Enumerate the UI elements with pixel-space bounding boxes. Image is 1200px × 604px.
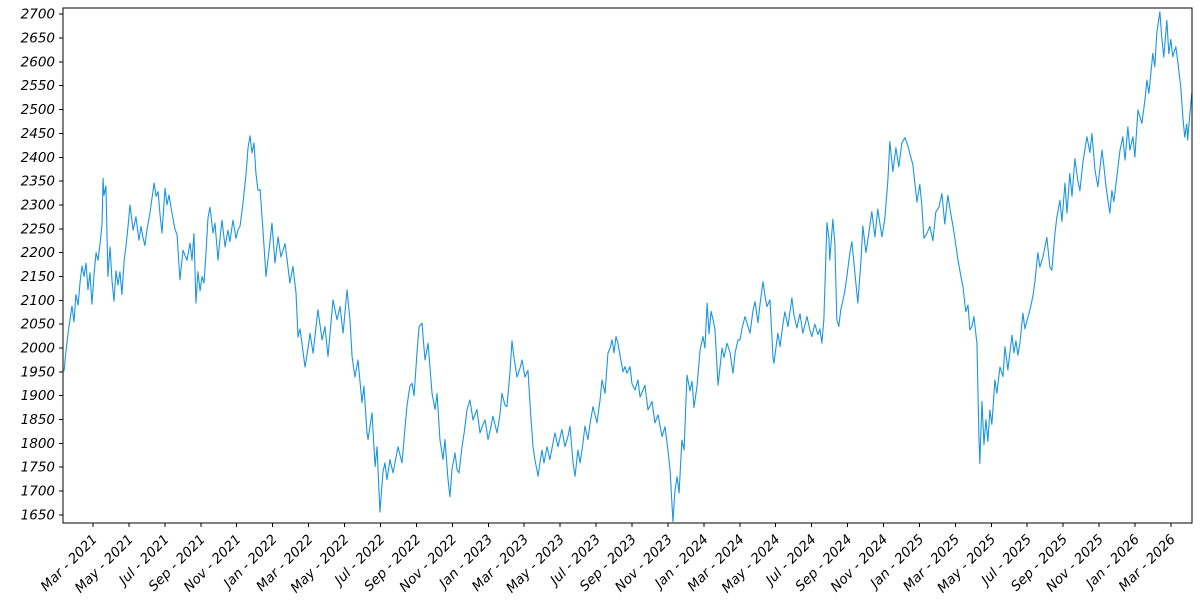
y-tick-label: 2400 <box>21 150 55 166</box>
y-tick-label: 2200 <box>21 245 55 261</box>
y-tick-label: 1750 <box>21 460 55 476</box>
y-tick-label: 2600 <box>21 54 55 70</box>
y-tick-label: 2300 <box>21 197 55 213</box>
y-tick-label: 2250 <box>21 221 55 237</box>
y-tick-label: 2100 <box>21 293 55 309</box>
y-tick-label: 2650 <box>21 31 55 47</box>
y-tick-label: 2000 <box>21 340 55 356</box>
y-tick-label: 1900 <box>21 388 55 404</box>
series-line <box>63 11 1193 523</box>
y-tick-label: 2150 <box>21 269 55 285</box>
plot-box <box>62 7 1193 524</box>
y-tick-label: 2350 <box>21 174 55 190</box>
y-tick-label: 2500 <box>21 102 55 118</box>
y-tick-label: 1650 <box>21 507 55 523</box>
y-tick-label: 1800 <box>21 436 55 452</box>
y-tick-label: 2700 <box>21 7 55 23</box>
y-tick-label: 1950 <box>21 364 55 380</box>
y-tick-label: 1700 <box>21 484 55 500</box>
y-tick-label: 1850 <box>21 412 55 428</box>
y-tick-label: 2550 <box>21 78 55 94</box>
y-tick-label: 2450 <box>21 126 55 142</box>
y-tick-label: 2050 <box>21 317 55 333</box>
